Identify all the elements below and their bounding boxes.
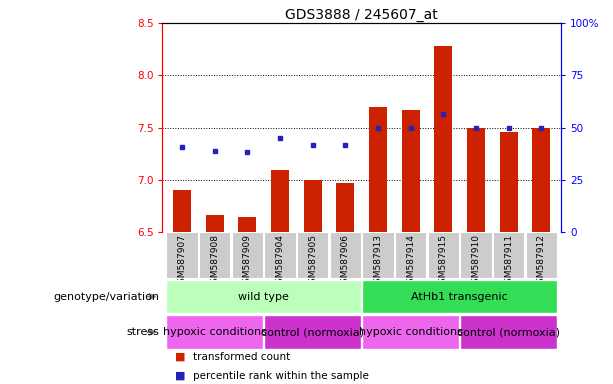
Text: GSM587913: GSM587913 [373, 234, 383, 289]
Text: GSM587906: GSM587906 [341, 234, 350, 289]
FancyBboxPatch shape [166, 315, 263, 349]
Text: ■: ■ [175, 352, 185, 362]
Text: GSM587910: GSM587910 [471, 234, 481, 289]
Text: GSM587907: GSM587907 [178, 234, 186, 289]
FancyBboxPatch shape [362, 315, 459, 349]
Bar [500, 132, 517, 232]
Text: AtHb1 transgenic: AtHb1 transgenic [411, 291, 508, 302]
Text: GSM587915: GSM587915 [439, 234, 448, 289]
Text: GSM587912: GSM587912 [537, 234, 546, 289]
Text: control (normoxia): control (normoxia) [457, 327, 560, 337]
FancyBboxPatch shape [460, 232, 492, 278]
Text: ■: ■ [175, 371, 185, 381]
FancyBboxPatch shape [362, 232, 394, 278]
Text: GSM587905: GSM587905 [308, 234, 317, 289]
Bar [369, 107, 387, 232]
Text: hypoxic conditions: hypoxic conditions [359, 327, 463, 337]
Bar [402, 110, 420, 232]
FancyBboxPatch shape [232, 232, 263, 278]
FancyBboxPatch shape [525, 232, 557, 278]
Text: GSM587904: GSM587904 [275, 234, 284, 289]
Bar [337, 183, 354, 232]
FancyBboxPatch shape [330, 232, 361, 278]
Text: hypoxic conditions: hypoxic conditions [163, 327, 267, 337]
Text: GSM587909: GSM587909 [243, 234, 252, 289]
FancyBboxPatch shape [264, 315, 361, 349]
FancyBboxPatch shape [493, 232, 524, 278]
FancyBboxPatch shape [362, 280, 557, 313]
FancyBboxPatch shape [166, 232, 198, 278]
Text: percentile rank within the sample: percentile rank within the sample [193, 371, 369, 381]
FancyBboxPatch shape [166, 280, 361, 313]
Text: stress: stress [126, 327, 159, 337]
FancyBboxPatch shape [460, 315, 557, 349]
Title: GDS3888 / 245607_at: GDS3888 / 245607_at [285, 8, 438, 22]
Text: transformed count: transformed count [193, 352, 291, 362]
Text: GSM587911: GSM587911 [504, 234, 513, 289]
Text: wild type: wild type [238, 291, 289, 302]
Bar [238, 217, 256, 232]
FancyBboxPatch shape [199, 232, 230, 278]
FancyBboxPatch shape [297, 232, 329, 278]
Bar [467, 127, 485, 232]
Bar [303, 180, 322, 232]
Text: GSM587908: GSM587908 [210, 234, 219, 289]
Bar [173, 190, 191, 232]
FancyBboxPatch shape [264, 232, 295, 278]
FancyBboxPatch shape [395, 232, 426, 278]
Text: genotype/variation: genotype/variation [53, 291, 159, 302]
Bar [271, 170, 289, 232]
Bar [435, 46, 452, 232]
Bar [532, 127, 550, 232]
Text: GSM587914: GSM587914 [406, 234, 415, 289]
Text: control (normoxia): control (normoxia) [261, 327, 364, 337]
Bar [206, 215, 224, 232]
FancyBboxPatch shape [428, 232, 459, 278]
